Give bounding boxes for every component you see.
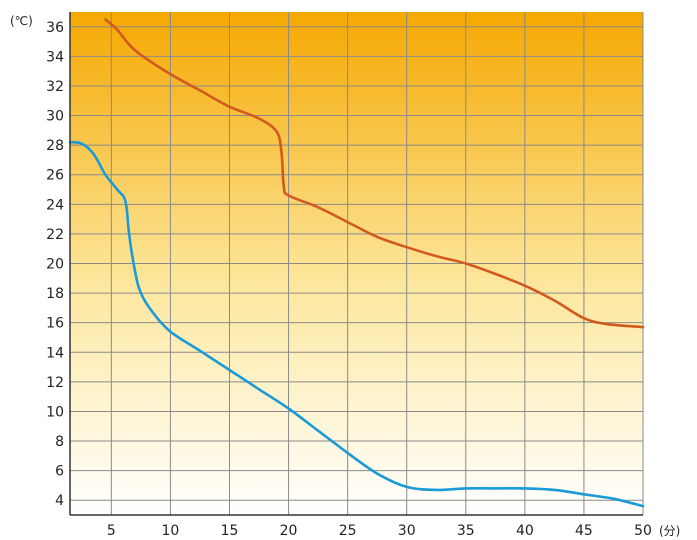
y-tick-label: 8: [55, 434, 64, 450]
y-tick-label: 22: [46, 227, 64, 243]
y-tick-label: 12: [46, 375, 64, 391]
y-tick-label: 16: [46, 316, 64, 332]
y-tick-label: 36: [46, 20, 64, 36]
y-tick-label: 26: [46, 168, 64, 184]
y-tick-label: 18: [46, 286, 64, 302]
x-tick-label: 5: [107, 523, 116, 539]
series-line-upper: [104, 18, 645, 329]
grid-lines: [70, 12, 644, 515]
y-tick-label: 4: [55, 493, 64, 509]
y-tick-label: 32: [46, 79, 64, 95]
x-tick-label: 35: [457, 523, 475, 539]
x-tick-label: 50: [634, 523, 652, 539]
y-tick-label: 24: [46, 197, 64, 213]
x-tick-label: 25: [339, 523, 357, 539]
x-tick-label: 10: [162, 523, 180, 539]
x-tick-label: 45: [575, 523, 593, 539]
series-line-lower: [68, 140, 645, 508]
y-tick-label: 14: [46, 345, 64, 361]
y-tick-label: 30: [46, 109, 64, 125]
x-tick-label: 30: [398, 523, 416, 539]
x-tick-label: 40: [516, 523, 534, 539]
y-tick-label: 20: [46, 257, 64, 273]
y-tick-label: 34: [46, 49, 64, 65]
series-lines: [68, 18, 645, 508]
y-tick-label: 28: [46, 138, 64, 154]
x-tick-label: 15: [221, 523, 239, 539]
y-tick-label: 6: [55, 464, 64, 480]
axes: [69, 12, 643, 516]
x-unit-label: (分): [659, 524, 680, 538]
tick-labels: 5 10 15 20 25 30 35 40 45 50 4 6 8 10 12 14 16 18 20 22 24 26…: [46, 20, 652, 539]
y-unit-label: (℃): [10, 14, 33, 28]
x-tick-label: 20: [280, 523, 298, 539]
y-tick-label: 10: [46, 404, 64, 420]
